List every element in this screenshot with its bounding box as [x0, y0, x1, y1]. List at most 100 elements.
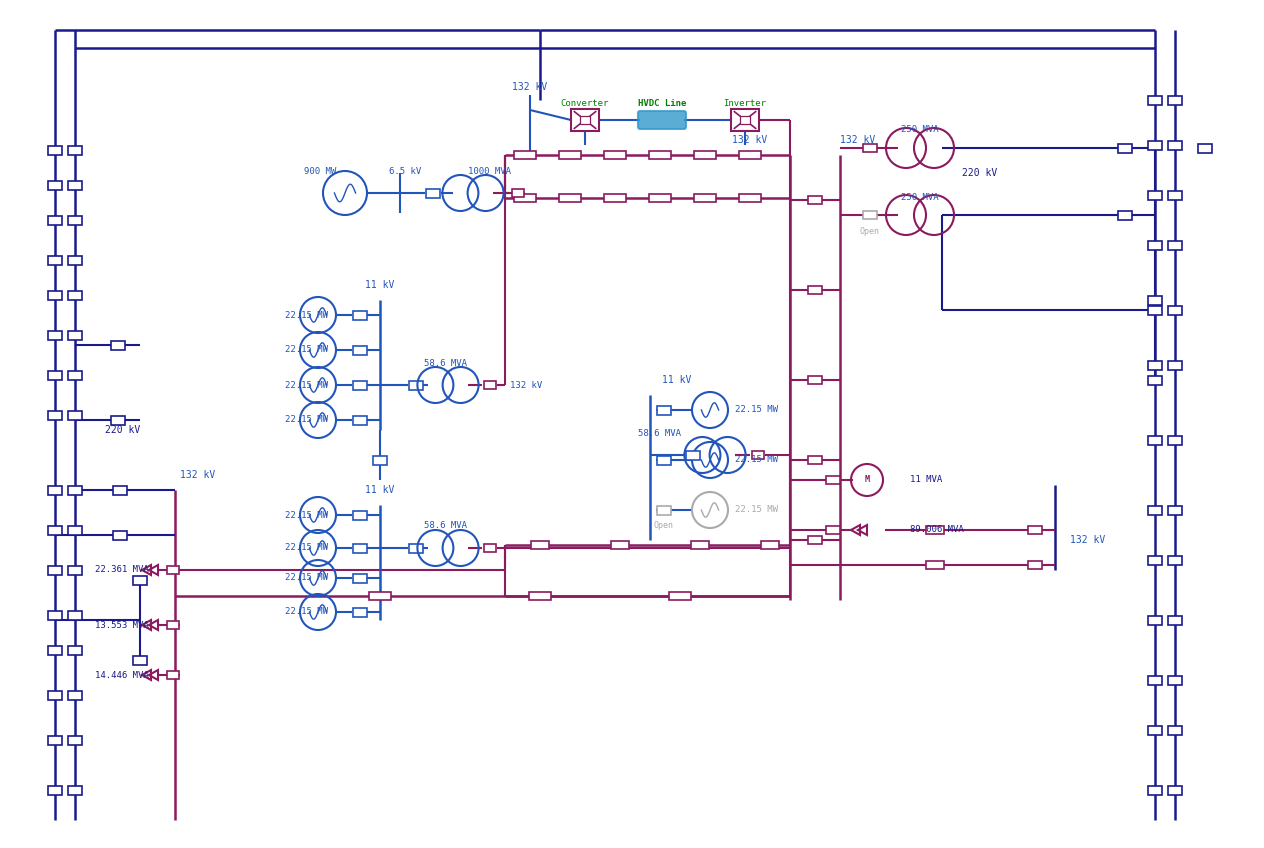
Text: 89.006 MVA: 89.006 MVA	[910, 526, 963, 534]
Bar	[48, 486, 62, 494]
Text: Converter: Converter	[561, 99, 609, 109]
Text: Open: Open	[653, 522, 674, 531]
Text: 22.15 MW: 22.15 MW	[284, 573, 327, 583]
Bar	[531, 541, 549, 549]
Bar	[731, 109, 758, 131]
Bar	[657, 505, 671, 515]
Bar	[48, 255, 62, 265]
Text: 22.15 MW: 22.15 MW	[284, 416, 327, 425]
Bar	[1168, 141, 1182, 149]
Bar	[68, 566, 82, 574]
Bar	[68, 255, 82, 265]
Bar	[1148, 96, 1162, 104]
Text: 22.15 MW: 22.15 MW	[284, 310, 327, 320]
Text: 11 kV: 11 kV	[365, 485, 394, 495]
Bar	[669, 592, 691, 600]
Text: 22.15 MW: 22.15 MW	[284, 510, 327, 520]
Text: 14.446 MVA: 14.446 MVA	[95, 671, 149, 679]
Bar	[512, 189, 525, 197]
Bar	[353, 381, 367, 389]
Text: 220 kV: 220 kV	[105, 425, 140, 435]
Bar	[514, 151, 536, 159]
Bar	[1148, 436, 1162, 444]
Text: 132 kV: 132 kV	[732, 135, 767, 145]
Bar	[691, 541, 709, 549]
Text: 11 kV: 11 kV	[662, 375, 691, 385]
Bar	[694, 151, 715, 159]
Bar	[111, 416, 125, 425]
Bar	[927, 561, 944, 569]
Bar	[825, 526, 841, 534]
Bar	[694, 194, 715, 202]
Bar	[1168, 191, 1182, 199]
Bar	[112, 531, 126, 539]
Text: 11 MVA: 11 MVA	[910, 476, 942, 484]
Bar	[48, 410, 62, 420]
Bar	[1148, 295, 1162, 304]
Bar	[1148, 785, 1162, 795]
Bar	[68, 785, 82, 795]
Bar	[927, 526, 944, 534]
Bar	[761, 541, 779, 549]
Bar	[686, 450, 700, 460]
Bar	[1168, 241, 1182, 249]
Bar	[863, 144, 877, 152]
Bar	[1168, 676, 1182, 684]
Bar	[167, 621, 179, 629]
Bar	[1148, 726, 1162, 734]
Bar	[410, 381, 423, 389]
Bar	[657, 455, 671, 465]
Text: 58.6 MVA: 58.6 MVA	[423, 522, 466, 531]
Bar	[1117, 210, 1133, 220]
Bar	[68, 291, 82, 299]
Bar	[1117, 143, 1133, 153]
Bar	[1168, 616, 1182, 624]
Bar	[68, 181, 82, 189]
Bar	[353, 607, 367, 616]
Bar	[48, 566, 62, 574]
Bar	[410, 544, 423, 553]
Bar	[530, 592, 551, 600]
Text: Inverter: Inverter	[723, 99, 766, 109]
Bar	[1148, 555, 1162, 565]
Text: 22.15 MW: 22.15 MW	[734, 405, 779, 415]
Bar	[48, 331, 62, 339]
Text: 132 kV: 132 kV	[512, 82, 547, 92]
Text: 900 MW: 900 MW	[303, 166, 336, 176]
Bar	[559, 194, 581, 202]
Bar	[1148, 305, 1162, 315]
Text: 1000 MVA: 1000 MVA	[469, 166, 512, 176]
Bar	[369, 592, 391, 600]
Bar	[1168, 726, 1182, 734]
Text: 132 kV: 132 kV	[179, 470, 215, 480]
Text: 58.6 MVA: 58.6 MVA	[423, 359, 466, 367]
Bar	[48, 146, 62, 154]
Bar	[48, 371, 62, 380]
FancyBboxPatch shape	[638, 111, 686, 129]
Text: 220 kV: 220 kV	[962, 168, 997, 178]
Text: M: M	[865, 476, 870, 484]
Bar	[648, 151, 671, 159]
Text: 22.15 MW: 22.15 MW	[734, 455, 779, 465]
Bar	[739, 116, 750, 124]
Bar	[68, 331, 82, 339]
Bar	[1168, 96, 1182, 104]
Bar	[68, 611, 82, 620]
Bar	[133, 576, 147, 584]
Bar	[1168, 360, 1182, 370]
Text: 22.361 MVA: 22.361 MVA	[95, 566, 149, 574]
Bar	[353, 416, 367, 425]
Bar	[808, 376, 822, 384]
Bar	[1168, 555, 1182, 565]
Bar	[68, 645, 82, 655]
Bar	[808, 286, 822, 294]
Bar	[1148, 505, 1162, 515]
Text: 22.15 MW: 22.15 MW	[734, 505, 779, 515]
Bar	[353, 310, 367, 320]
Bar	[752, 451, 763, 459]
Bar	[1148, 616, 1162, 624]
Text: 132 kV: 132 kV	[1071, 535, 1105, 545]
Bar	[112, 486, 126, 494]
Bar	[68, 526, 82, 534]
Bar	[657, 405, 671, 415]
